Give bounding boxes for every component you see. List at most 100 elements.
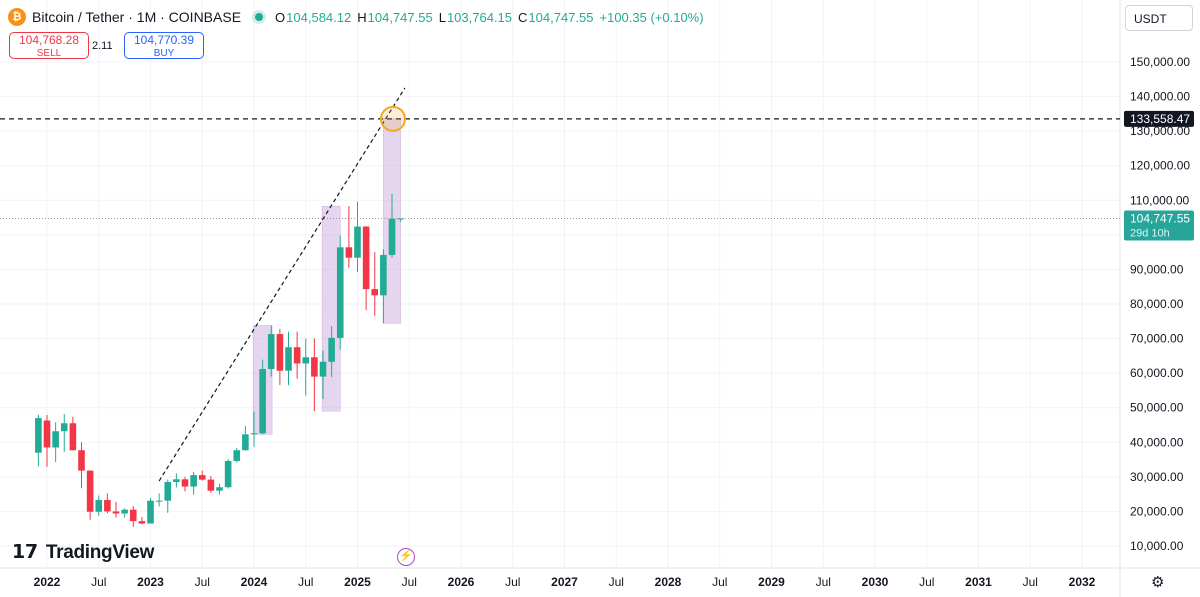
candle-body — [267, 334, 275, 369]
x-tick-label: Jul — [298, 575, 313, 589]
candle-body — [302, 357, 310, 364]
candle-body — [95, 500, 103, 512]
ohlc-open: O104,584.12 — [275, 9, 352, 25]
target-level-badge — [1124, 110, 1194, 127]
sell-price: 104,768.28 — [18, 33, 80, 47]
x-tick-label: 2023 — [137, 575, 164, 589]
target-circle-marker — [380, 105, 406, 132]
market-open-icon — [255, 13, 264, 21]
y-tick-label: 80,000.00 — [1130, 297, 1184, 311]
candle-body — [173, 479, 180, 483]
candle-body — [362, 226, 370, 290]
candle-body — [319, 361, 327, 377]
candle-body — [285, 347, 292, 371]
candle-body — [181, 479, 189, 487]
candle-body — [216, 487, 223, 491]
last-price-badge — [1124, 210, 1194, 241]
x-tick-label: Jul — [919, 575, 934, 589]
y-tick-label: 130,000.00 — [1130, 124, 1190, 138]
x-tick-label: Jul — [1023, 575, 1038, 589]
buy-price: 104,770.39 — [133, 33, 195, 47]
flash-event-icon[interactable]: ⚡ — [397, 548, 415, 566]
y-tick-label: 50,000.00 — [1130, 401, 1184, 415]
y-tick-label: 70,000.00 — [1130, 332, 1184, 346]
candle-body — [112, 511, 120, 514]
y-tick-label: 10,000.00 — [1130, 539, 1184, 553]
candle-body — [311, 357, 318, 377]
trendline — [158, 87, 406, 482]
x-tick-label: Jul — [91, 575, 106, 589]
sell-label: SELL — [36, 48, 62, 59]
x-tick-label: Jul — [712, 575, 727, 589]
y-tick-label: 150,000.00 — [1130, 55, 1190, 69]
candle-body — [52, 431, 59, 448]
candle-body — [224, 460, 232, 488]
candle-body — [104, 500, 111, 512]
candle-body — [207, 479, 215, 491]
candle-body — [164, 482, 172, 501]
x-tick-label: 2027 — [551, 575, 578, 589]
candle-body — [233, 450, 241, 461]
x-tick-label: Jul — [816, 575, 831, 589]
x-tick-label: 2026 — [448, 575, 475, 589]
candle-body — [328, 337, 335, 362]
candle-body — [371, 289, 379, 296]
candle-body — [147, 500, 154, 524]
spread-value: 2.11 — [92, 40, 113, 52]
sell-button[interactable]: 104,768.28 SELL — [9, 32, 89, 59]
price-change: +100.35 (+0.10%) — [599, 9, 704, 25]
x-tick-label: 2022 — [34, 575, 61, 589]
currency-selector[interactable]: USDT — [1125, 5, 1193, 31]
chart-header: ₿ Bitcoin / Tether · 1M · COINBASE O104,… — [0, 0, 704, 34]
ohlc-high: H104,747.55 — [357, 9, 433, 25]
candle-body — [35, 418, 42, 453]
x-tick-label: 2025 — [344, 575, 371, 589]
candle-body — [336, 247, 344, 338]
candle-body — [60, 423, 68, 432]
buy-label: BUY — [153, 48, 175, 59]
y-tick-label: 20,000.00 — [1130, 504, 1184, 518]
x-tick-label: 2029 — [758, 575, 785, 589]
gear-icon[interactable]: ⚙ — [1151, 574, 1165, 591]
candle-body — [155, 500, 163, 502]
candle-body — [43, 420, 51, 448]
ohlc-low: L103,764.15 — [438, 9, 513, 25]
y-tick-label: 140,000.00 — [1130, 90, 1190, 104]
x-tick-label: Jul — [609, 575, 624, 589]
ohlc-close: C104,747.55 — [518, 9, 594, 25]
candle-body — [198, 475, 206, 480]
x-tick-label: 2024 — [241, 575, 268, 589]
y-tick-label: 60,000.00 — [1130, 366, 1184, 380]
x-tick-label: 2028 — [655, 575, 682, 589]
tradingview-logo: 𝟭𝟳 TradingView — [12, 541, 154, 564]
x-tick-label: Jul — [402, 575, 417, 589]
x-tick-label: Jul — [195, 575, 210, 589]
candle-body — [345, 247, 353, 258]
candle-body — [259, 368, 266, 434]
candle-body — [293, 347, 301, 364]
y-tick-label: 110,000.00 — [1130, 193, 1189, 207]
y-tick-label: 30,000.00 — [1130, 470, 1184, 484]
last-price-label: 104,747.55 — [1130, 211, 1190, 225]
candle-body — [276, 334, 284, 371]
x-tick-label: 2030 — [862, 575, 889, 589]
bitcoin-icon: ₿ — [8, 8, 26, 26]
x-tick-label: 2032 — [1069, 575, 1096, 589]
tradingview-logo-icon: 𝟭𝟳 — [12, 542, 38, 563]
candle-body — [250, 433, 258, 435]
candle-body — [78, 450, 85, 471]
candle-body — [380, 254, 387, 296]
symbol-title[interactable]: Bitcoin / Tether · 1M · COINBASE — [32, 9, 242, 25]
candle-body — [129, 509, 137, 522]
candle-body — [190, 475, 197, 487]
x-tick-label: 2031 — [965, 575, 992, 589]
y-tick-label: 120,000.00 — [1130, 159, 1190, 173]
price-countdown: 29d 10h — [1130, 227, 1170, 239]
y-tick-label: 90,000.00 — [1130, 262, 1184, 276]
candle-body — [69, 423, 77, 451]
candle-body — [121, 509, 128, 514]
buy-button[interactable]: 104,770.39 BUY — [124, 32, 204, 59]
candle-body — [354, 226, 361, 258]
y-tick-label: 40,000.00 — [1130, 435, 1184, 449]
